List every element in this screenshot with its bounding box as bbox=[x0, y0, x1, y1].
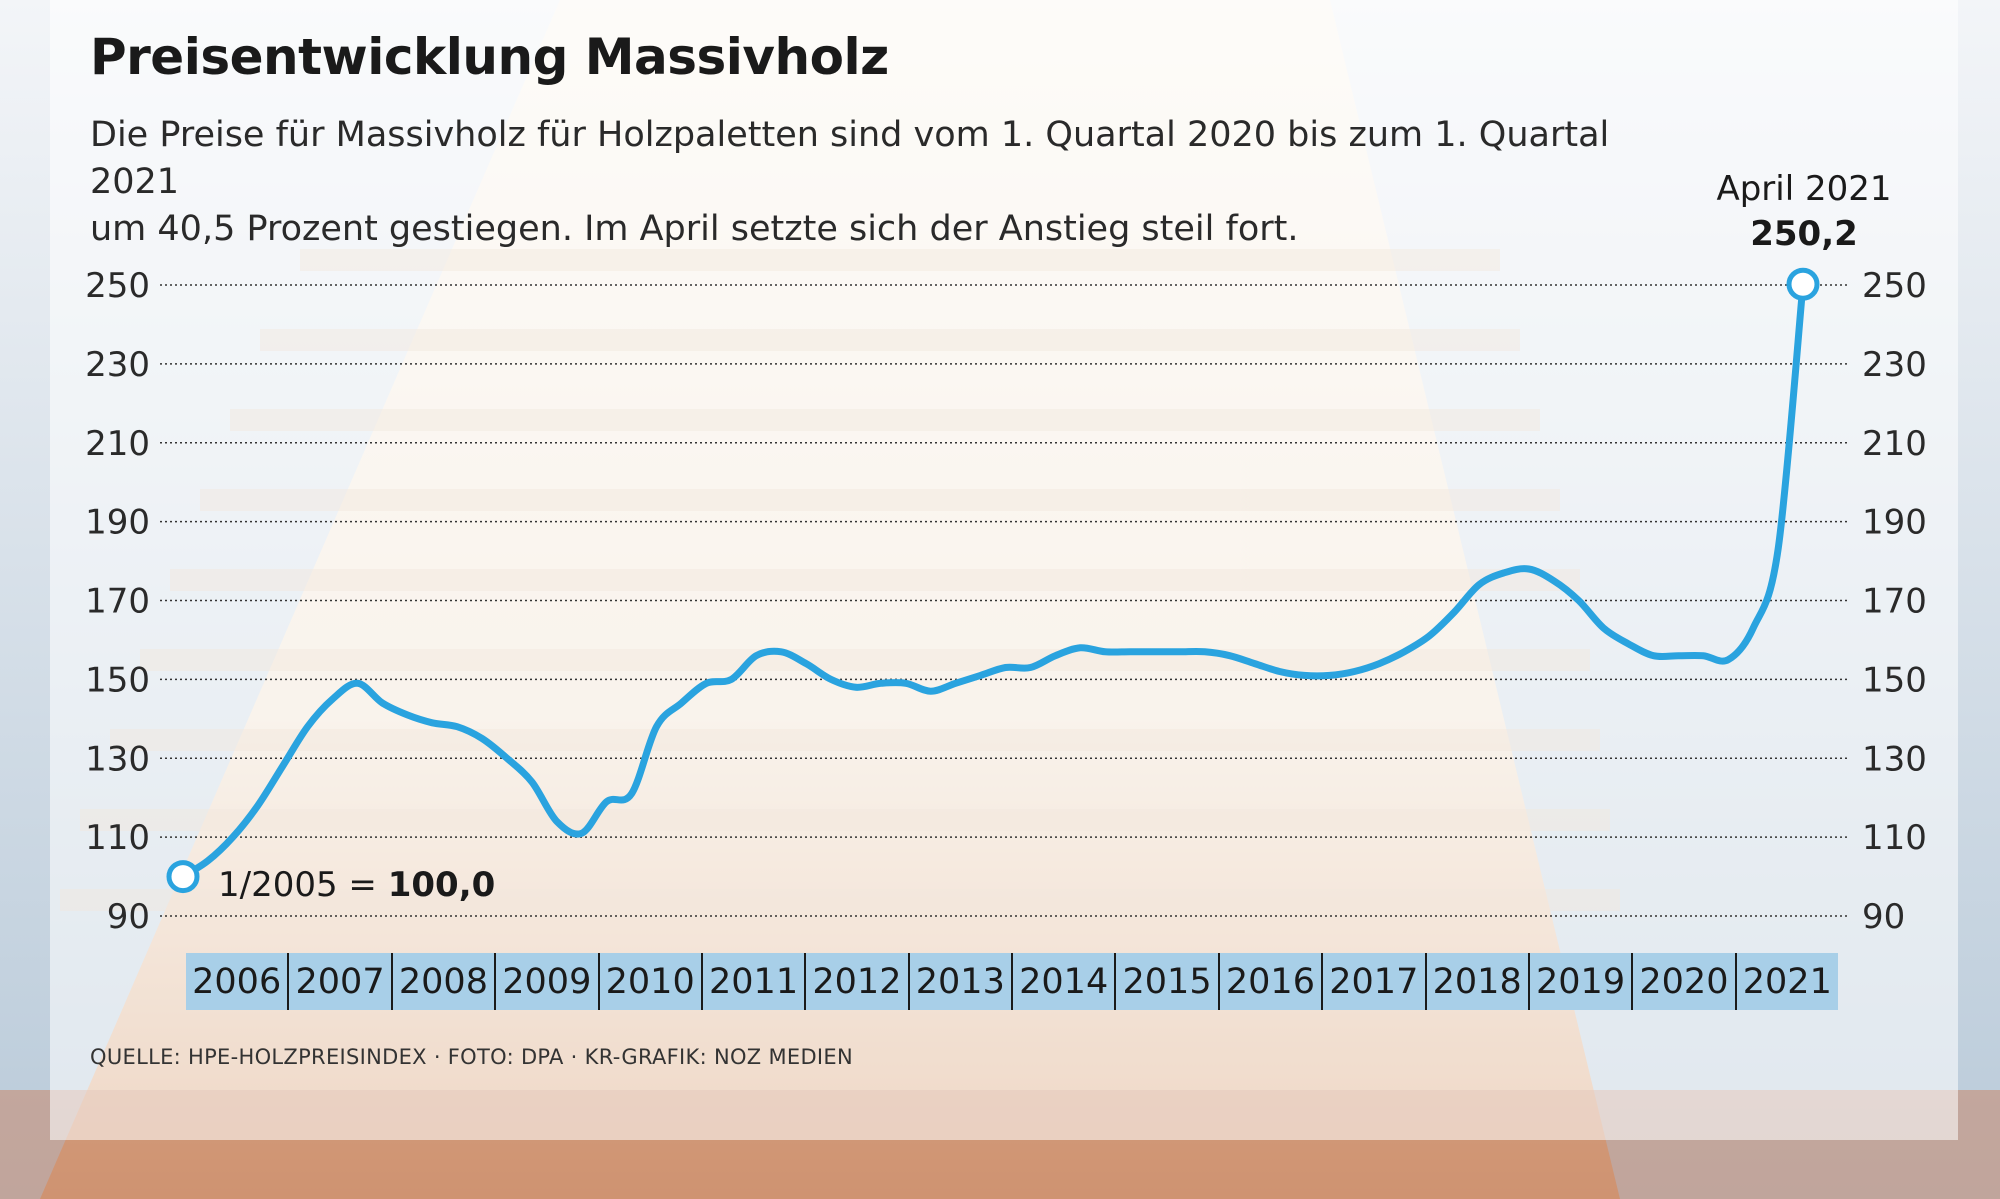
x-tick-2008: 2008 bbox=[390, 953, 494, 1010]
y-tick-left-250: 250 bbox=[85, 266, 150, 306]
y-tick-left-170: 170 bbox=[85, 582, 150, 622]
y-tick-right-190: 190 bbox=[1862, 503, 1927, 543]
end-annotation-label: April 2021 bbox=[1716, 169, 1891, 209]
y-tick-right-130: 130 bbox=[1862, 739, 1927, 779]
y-tick-right-170: 170 bbox=[1862, 582, 1927, 622]
y-tick-left-230: 230 bbox=[85, 345, 150, 385]
start-annotation-value: 100,0 bbox=[388, 865, 496, 905]
y-tick-left-150: 150 bbox=[85, 660, 150, 700]
x-tick-2021: 2021 bbox=[1734, 953, 1838, 1010]
x-tick-2014: 2014 bbox=[1011, 953, 1114, 1010]
start-annotation: 1/2005 = 100,0 bbox=[218, 865, 495, 905]
series-group bbox=[166, 267, 1820, 894]
end-point-marker bbox=[1786, 267, 1820, 301]
end-annotation-value: 250,2 bbox=[1750, 214, 1858, 254]
y-tick-right-210: 210 bbox=[1862, 424, 1927, 464]
y-tick-left-210: 210 bbox=[85, 424, 150, 464]
annotations: 1/2005 = 100,0 April 2021 250,2 bbox=[218, 169, 1892, 905]
x-tick-2017: 2017 bbox=[1321, 953, 1424, 1010]
x-tick-2019: 2019 bbox=[1527, 953, 1631, 1010]
chart-subtitle: Die Preise für Massivholz für Holzpalett… bbox=[90, 112, 1650, 253]
y-tick-right-250: 250 bbox=[1862, 266, 1927, 306]
subtitle-line-1: Die Preise für Massivholz für Holzpalett… bbox=[90, 115, 1610, 202]
x-tick-2009: 2009 bbox=[494, 953, 597, 1010]
y-tick-right-230: 230 bbox=[1862, 345, 1927, 385]
x-tick-2007: 2007 bbox=[287, 953, 390, 1010]
x-tick-2006: 2006 bbox=[192, 961, 282, 1002]
source-credit: QUELLE: HPE-HOLZPREISINDEX · FOTO: DPA ·… bbox=[90, 1045, 853, 1069]
x-tick-2020: 2020 bbox=[1631, 953, 1734, 1010]
series-line-0 bbox=[179, 280, 1807, 881]
x-tick-2013: 2013 bbox=[907, 953, 1011, 1010]
y-axis-left: 250 230 210 190 170 150 130 110 90 bbox=[85, 266, 150, 937]
x-tick-2012: 2012 bbox=[804, 953, 907, 1010]
x-tick-2016: 2016 bbox=[1217, 953, 1321, 1010]
y-tick-right-90: 90 bbox=[1862, 897, 1905, 937]
chart-title: Preisentwicklung Massivholz bbox=[90, 28, 889, 86]
y-tick-left-110: 110 bbox=[85, 818, 150, 858]
gridlines bbox=[160, 284, 1850, 917]
start-point-marker bbox=[166, 860, 200, 894]
x-tick-2010: 2010 bbox=[597, 953, 701, 1010]
overlay-panel bbox=[50, 0, 1958, 1140]
x-tick-2011: 2011 bbox=[700, 953, 804, 1010]
x-tick-2015: 2015 bbox=[1114, 953, 1217, 1010]
y-tick-right-110: 110 bbox=[1862, 818, 1927, 858]
start-annotation-prefix: 1/2005 = bbox=[218, 865, 388, 905]
y-tick-left-90: 90 bbox=[107, 897, 150, 937]
subtitle-line-2: um 40,5 Prozent gestiegen. Im April setz… bbox=[90, 209, 1299, 249]
y-tick-right-150: 150 bbox=[1862, 660, 1927, 700]
y-axis-right: 250 230 210 190 170 150 130 110 90 bbox=[1862, 266, 1927, 937]
x-tick-2018: 2018 bbox=[1424, 953, 1528, 1010]
y-tick-left-190: 190 bbox=[85, 503, 150, 543]
x-axis-year-band: 2006 2007 2008 2009 2010 2011 2012 2013 2014 2015… bbox=[186, 953, 1838, 1010]
y-tick-left-130: 130 bbox=[85, 739, 150, 779]
